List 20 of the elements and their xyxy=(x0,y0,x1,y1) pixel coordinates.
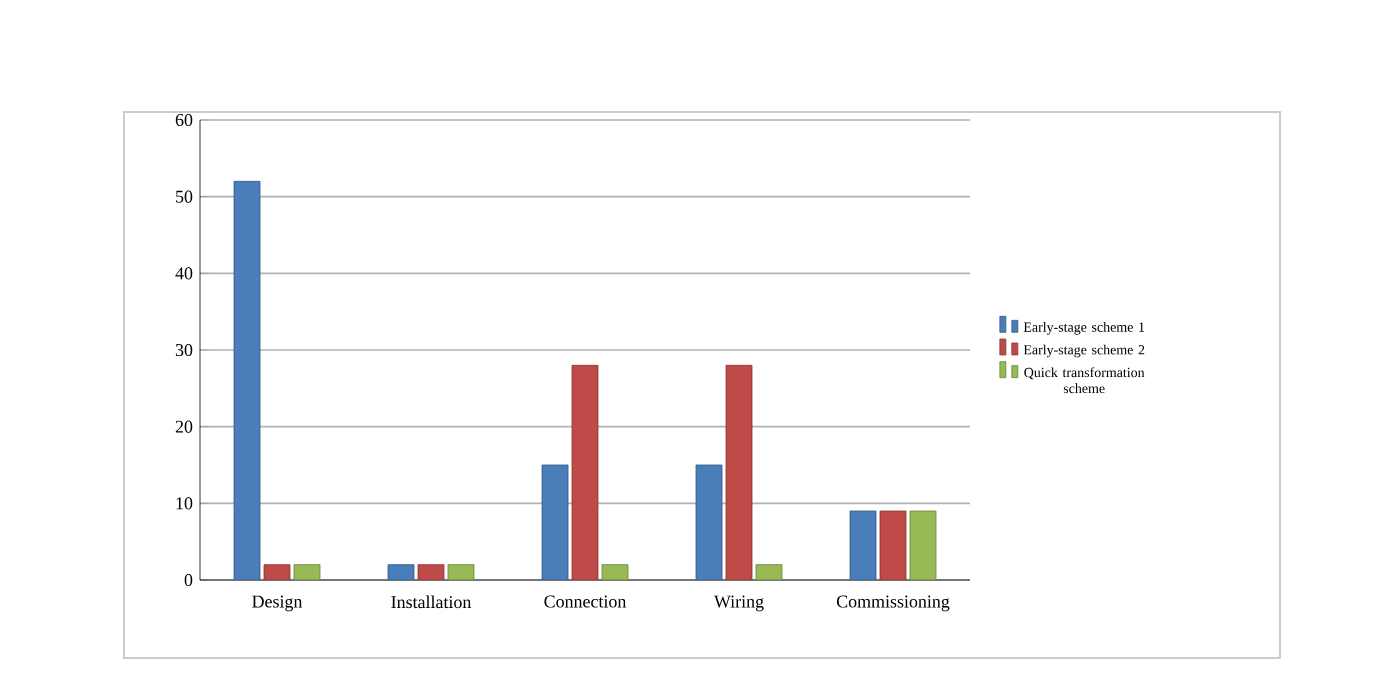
bar xyxy=(725,364,753,580)
x-tick-label: Wiring xyxy=(713,595,764,612)
x-tick-label: Design xyxy=(252,595,303,612)
bar xyxy=(879,510,907,580)
x-tick-label: Installation xyxy=(391,595,472,609)
x-tick-label: Connection xyxy=(544,595,627,608)
bar xyxy=(541,464,569,580)
bar xyxy=(695,464,723,580)
y-tick-label: 20 xyxy=(175,420,193,433)
bar xyxy=(849,510,877,580)
y-tick-label: 0 xyxy=(184,573,193,587)
y-tick-label: 10 xyxy=(176,497,193,510)
x-tick-label: Commissioning xyxy=(836,595,950,612)
bar xyxy=(233,180,261,580)
y-tick-label: 30 xyxy=(175,343,193,357)
bar xyxy=(571,364,599,580)
y-tick-label: 50 xyxy=(176,190,193,203)
y-tick-label: 60 xyxy=(175,113,193,127)
y-tick-label: 40 xyxy=(175,267,193,280)
bar xyxy=(909,510,937,580)
